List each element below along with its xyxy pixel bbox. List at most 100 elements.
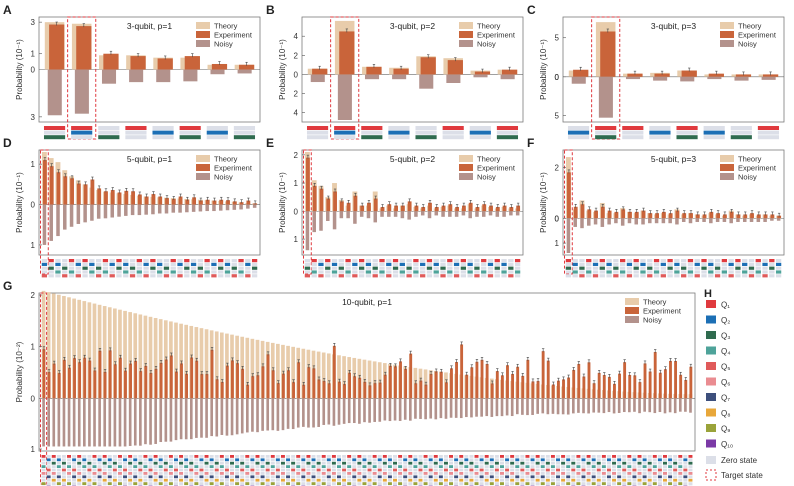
state-cell: [365, 259, 372, 263]
state-cell: [55, 270, 61, 274]
panel-title: 5-qubit, p=3: [651, 154, 696, 164]
state-cell: [662, 458, 667, 462]
state-cell: [612, 458, 617, 462]
state-cell: [365, 274, 372, 278]
state-cell: [591, 465, 596, 468]
state-cell: [683, 478, 688, 482]
state-cell: [556, 458, 561, 462]
state-cell: [347, 458, 352, 462]
state-cell: [291, 458, 296, 462]
state-cell: [265, 461, 270, 465]
state-cell: [617, 468, 622, 472]
noisy-bar: [734, 76, 749, 81]
state-cell: [238, 259, 244, 263]
state-cell: [678, 482, 683, 485]
noisy-bar: [566, 398, 570, 415]
state-cell: [622, 458, 627, 462]
state-cell: [386, 270, 392, 274]
state-cell: [206, 130, 228, 135]
experiment-bar: [368, 385, 372, 399]
noisy-bar: [178, 204, 182, 213]
noisy-bar: [200, 398, 203, 438]
state-cell: [619, 262, 626, 266]
state-cell: [415, 126, 437, 130]
state-cell: [230, 475, 235, 479]
state-cell: [67, 482, 72, 485]
state-cell: [474, 478, 479, 482]
state-cell: [387, 468, 392, 472]
state-cell: [265, 472, 270, 475]
qubit-swatch: [706, 377, 716, 386]
state-cell: [388, 135, 410, 140]
noisy-bar: [210, 69, 225, 75]
state-cell: [683, 468, 688, 472]
state-cell: [627, 472, 632, 475]
state-cell: [123, 478, 128, 482]
state-cell: [68, 266, 75, 270]
state-cell: [129, 274, 136, 278]
experiment-bar: [348, 372, 352, 399]
state-cell: [428, 458, 433, 462]
noisy-bar: [597, 398, 601, 413]
state-cell: [194, 475, 199, 479]
state-cell: [204, 465, 209, 468]
state-cell: [168, 465, 173, 468]
state-cell: [107, 465, 112, 468]
theory-bar: [184, 324, 189, 399]
state-cell: [510, 478, 515, 482]
state-cell: [687, 259, 694, 263]
state-cell: [632, 478, 637, 482]
state-cell: [173, 465, 178, 468]
state-cell: [586, 472, 591, 475]
state-cell: [571, 478, 576, 482]
state-cell: [194, 465, 199, 468]
y-tick-label: 0: [555, 214, 560, 223]
state-cell: [158, 478, 163, 482]
experiment-bar: [621, 209, 626, 219]
state-cell: [367, 461, 372, 465]
panel-title: 5-qubit, p=2: [390, 154, 435, 164]
state-cell: [136, 259, 142, 263]
state-cell: [755, 270, 761, 274]
state-cell: [464, 465, 469, 468]
legend-swatch-theory: [459, 155, 473, 162]
legend-swatch-experiment: [720, 31, 734, 38]
state-cell: [61, 461, 66, 465]
state-cell: [453, 274, 460, 278]
experiment-bar: [292, 382, 295, 399]
state-cell: [97, 478, 102, 482]
state-cell: [489, 472, 494, 475]
state-cell: [688, 478, 693, 482]
state-cell: [251, 266, 258, 270]
state-cell: [48, 266, 54, 270]
state-cell: [505, 468, 510, 472]
state-cell: [352, 266, 358, 270]
state-cell: [613, 274, 619, 278]
state-cell: [331, 270, 338, 274]
experiment-bar: [419, 380, 423, 399]
state-cell: [321, 482, 326, 485]
state-cell: [701, 259, 707, 263]
state-cell: [321, 461, 326, 465]
state-cell: [265, 478, 270, 482]
noisy-bar: [475, 211, 479, 217]
state-cell: [107, 461, 112, 465]
experiment-bar: [465, 374, 469, 399]
state-cell: [487, 266, 494, 270]
state-cell: [545, 465, 550, 468]
state-cell: [586, 259, 592, 263]
state-cell: [393, 458, 398, 462]
state-cell: [109, 259, 115, 263]
y-tick-label: 0: [294, 207, 299, 216]
state-cell: [599, 266, 605, 270]
state-cell: [72, 472, 77, 475]
state-cell: [97, 458, 102, 462]
state-cell: [92, 478, 97, 482]
state-cell: [357, 465, 362, 468]
state-cell: [647, 472, 652, 475]
state-cell: [219, 458, 224, 462]
state-cell: [194, 478, 199, 482]
noisy-bar: [566, 218, 571, 253]
state-cell: [730, 135, 752, 140]
state-cell: [125, 130, 147, 135]
